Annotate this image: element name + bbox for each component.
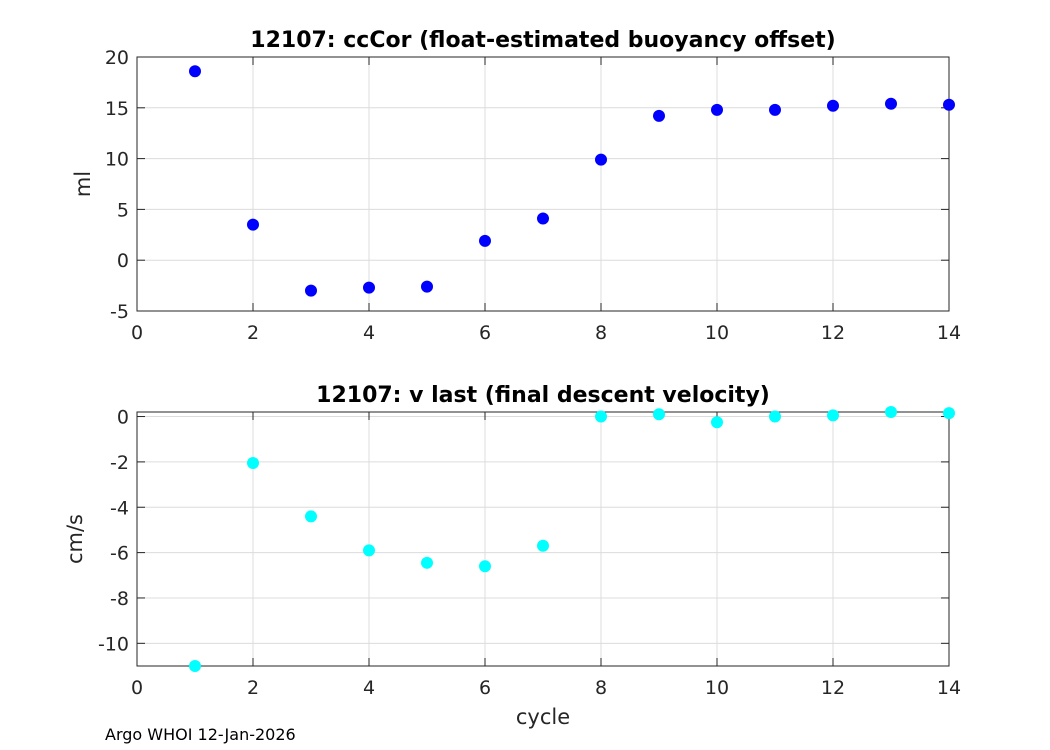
data-point bbox=[421, 556, 433, 569]
x-tick-label: 0 bbox=[131, 677, 143, 699]
x-tick-label: 4 bbox=[363, 677, 375, 699]
y-tick-label: 0 bbox=[117, 250, 129, 272]
y-tick-label: -4 bbox=[110, 497, 129, 519]
y-tick-label: -5 bbox=[110, 301, 129, 323]
plot-area bbox=[137, 412, 949, 666]
data-point bbox=[711, 103, 723, 116]
y-tick-label: 10 bbox=[105, 149, 129, 171]
data-point bbox=[479, 560, 491, 573]
data-point bbox=[827, 99, 839, 112]
x-tick-label: 12 bbox=[821, 677, 845, 699]
chart-title: 12107: v last (final descent velocity) bbox=[316, 383, 770, 408]
data-point bbox=[943, 407, 955, 420]
plot-area bbox=[137, 57, 949, 311]
y-tick-label: -10 bbox=[98, 633, 129, 655]
x-tick-label: 2 bbox=[247, 322, 259, 344]
data-point bbox=[595, 410, 607, 423]
x-tick-label: 14 bbox=[937, 677, 961, 699]
data-point bbox=[189, 65, 201, 78]
data-point bbox=[363, 281, 375, 294]
data-point bbox=[305, 510, 317, 523]
data-point bbox=[247, 218, 259, 231]
axes-box bbox=[136, 56, 950, 312]
data-point bbox=[769, 103, 781, 116]
x-tick-label: 6 bbox=[479, 677, 491, 699]
axes-box bbox=[136, 411, 950, 667]
y-axis-label: cm/s bbox=[63, 514, 87, 564]
y-tick-label: -6 bbox=[110, 543, 129, 565]
x-tick-label: 6 bbox=[479, 322, 491, 344]
bottom-chart: 0 2 4 6 8 10 12 14 -10 -8 -6 -4 -2 0 12107: v last (fi… bbox=[63, 383, 961, 729]
data-point bbox=[885, 97, 897, 110]
x-tick-label: 4 bbox=[363, 322, 375, 344]
chart-title: 12107: ccCor (float-estimated buoyancy o… bbox=[250, 28, 835, 53]
data-point bbox=[247, 457, 259, 470]
x-tick-label: 12 bbox=[821, 322, 845, 344]
data-point bbox=[595, 153, 607, 166]
x-tick-label: 8 bbox=[595, 677, 607, 699]
x-tick-label: 2 bbox=[247, 677, 259, 699]
x-tick-label: 8 bbox=[595, 322, 607, 344]
data-point bbox=[769, 410, 781, 423]
x-tick-label: 0 bbox=[131, 322, 143, 344]
data-point bbox=[885, 406, 897, 418]
data-point bbox=[421, 280, 433, 293]
data-point bbox=[363, 544, 375, 557]
y-tick-label: 20 bbox=[105, 47, 129, 69]
data-point bbox=[711, 416, 723, 429]
y-tick-label: 0 bbox=[117, 407, 129, 429]
data-point bbox=[827, 409, 839, 422]
x-tick-label: 14 bbox=[937, 322, 961, 344]
x-tick-label: 10 bbox=[705, 322, 729, 344]
footer-credit: Argo WHOI 12-Jan-2026 bbox=[105, 725, 296, 744]
data-point bbox=[189, 660, 201, 672]
data-point bbox=[653, 109, 665, 122]
y-axis-label: ml bbox=[71, 171, 95, 197]
data-point bbox=[943, 98, 955, 111]
y-tick-label: -2 bbox=[110, 452, 129, 474]
data-point bbox=[305, 284, 317, 297]
y-tick-label: 5 bbox=[117, 199, 129, 221]
y-tick-label: -8 bbox=[110, 588, 129, 610]
y-tick-label: 15 bbox=[105, 98, 129, 120]
data-point bbox=[653, 408, 665, 421]
data-point bbox=[479, 234, 491, 247]
data-point bbox=[537, 539, 549, 552]
x-tick-label: 10 bbox=[705, 677, 729, 699]
data-point bbox=[537, 212, 549, 225]
x-axis-label: cycle bbox=[516, 705, 570, 729]
